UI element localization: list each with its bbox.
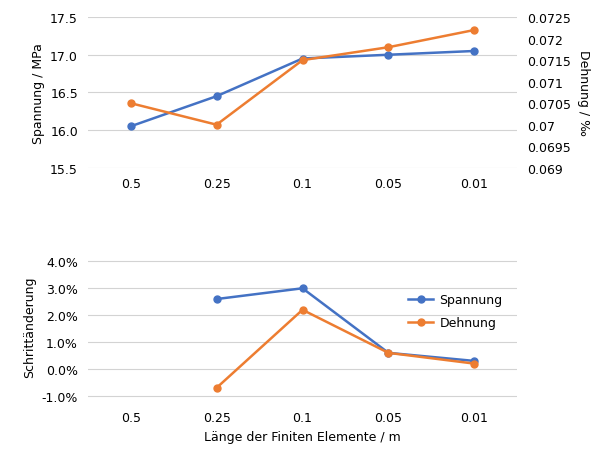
Spannung <box>299 286 306 291</box>
Line: Spannung: Spannung <box>213 285 478 364</box>
Y-axis label: Dehnung / ‰: Dehnung / ‰ <box>577 51 590 136</box>
Y-axis label: Spannung / MPa: Spannung / MPa <box>31 43 45 143</box>
Spannung <box>385 350 392 356</box>
Dehnung <box>471 361 478 367</box>
Legend: Spannung, Dehnung: Spannung, Dehnung <box>404 288 508 334</box>
X-axis label: Länge der Finiten Elemente / m: Länge der Finiten Elemente / m <box>204 430 401 442</box>
Dehnung <box>213 385 220 391</box>
Dehnung <box>385 350 392 356</box>
Y-axis label: Schrittänderung: Schrittänderung <box>23 276 36 377</box>
Spannung <box>213 297 220 302</box>
Dehnung <box>299 308 306 313</box>
Spannung <box>471 359 478 364</box>
Line: Dehnung: Dehnung <box>213 307 478 391</box>
